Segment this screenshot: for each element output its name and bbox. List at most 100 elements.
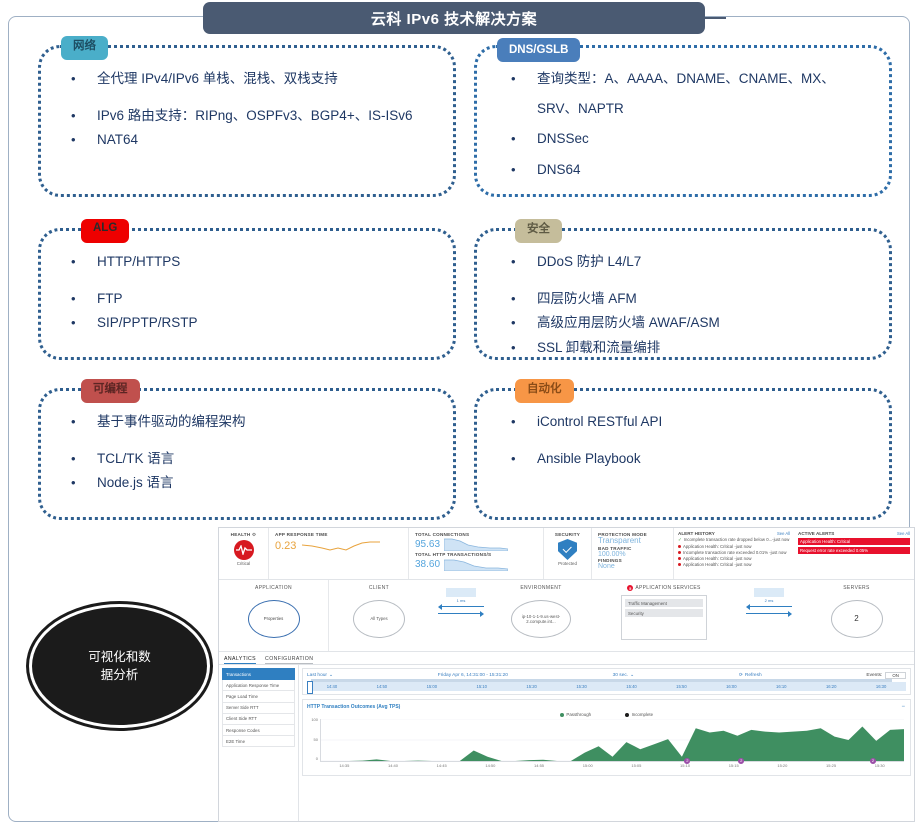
- list-item: • IPv6 路由支持：RIPng、OSPFv3、BGP4+、IS-ISv6: [71, 108, 413, 124]
- environment-column: ENVIRONMENT ip-10-1-1-9.us-west-2.comput…: [493, 580, 589, 651]
- event-marker[interactable]: 2: [738, 757, 745, 764]
- status-badge[interactable]: Request error rate exceeded 0.05%: [798, 546, 910, 554]
- app-response-label: APP RESPONSE TIME: [275, 532, 328, 537]
- client-latency-label: 1 ms: [456, 598, 466, 603]
- list-item: Application Health: Critical -just now: [678, 544, 790, 549]
- sidebar-item-e2e-time[interactable]: E2E Time: [222, 736, 295, 748]
- chart-legend: Passthrough Incomplete: [307, 712, 906, 717]
- visualization-badge-label: 可视化和数 据分析: [88, 649, 151, 682]
- range-selector[interactable]: Last hour ⌄: [307, 673, 333, 678]
- bullet-dot: •: [71, 254, 76, 269]
- bullet-dot: •: [511, 71, 516, 86]
- health-status: Critical: [236, 561, 251, 566]
- events-toggle[interactable]: Events: ON: [866, 672, 906, 679]
- box-programmability: 可编程 • 基于事件驱动的编程架构 • TCL/TK 语言 • Node.js 语言: [38, 379, 456, 520]
- list-item: • 查询类型：A、AAAA、DNAME、CNAME、MX、: [511, 71, 835, 86]
- x-tick: 15:05: [631, 763, 642, 768]
- security-label: SECURITY: [554, 532, 581, 537]
- bullet-dot: •: [511, 414, 516, 429]
- y-tick: 0: [315, 756, 318, 761]
- x-tick: 15:30: [874, 763, 885, 768]
- status-badge[interactable]: Application Health: Critical: [798, 537, 910, 545]
- timeline-handle[interactable]: [307, 681, 313, 694]
- outbound-arrow-icon: [438, 610, 484, 617]
- timeline-tick: 15:20: [526, 684, 537, 689]
- sidebar-item-response-codes[interactable]: Response Codes: [222, 724, 295, 737]
- interval-selector[interactable]: 30 sec. ⌄: [613, 673, 635, 678]
- timeline-tick: 15:10: [476, 684, 487, 689]
- list-item: • Node.js 语言: [71, 475, 174, 491]
- timeline-tick: 15:00: [426, 684, 438, 689]
- legend-swatch: [559, 712, 564, 717]
- timeline-tick: 15:40: [626, 684, 637, 689]
- box-alg-header: ALG: [81, 219, 130, 243]
- tab-analytics[interactable]: ANALYTICS: [224, 656, 257, 664]
- app-response-sparkline: [302, 541, 381, 551]
- bullet-dot: •: [511, 339, 516, 355]
- timeline-selection[interactable]: [311, 679, 893, 682]
- alert-dot-icon: [678, 557, 681, 561]
- box-network-header: 网络: [61, 36, 108, 60]
- alert-dot-icon: [678, 550, 681, 554]
- x-tick: 14:35: [339, 763, 350, 768]
- traffic-flow-row: APPLICATION Properties CLIENT All Types …: [219, 580, 914, 652]
- timeline-tick: 16:20: [825, 684, 837, 689]
- bullet-dot: •: [511, 254, 516, 269]
- application-services-title: APPLICATION SERVICES: [635, 585, 701, 591]
- bullet-dot: •: [511, 315, 516, 331]
- bullet-dot: •: [71, 451, 76, 467]
- http-sparkline: [444, 559, 509, 571]
- timeline-tick: 16:30: [875, 684, 887, 689]
- sidebar-item-page-load-time[interactable]: Page Load Time: [222, 691, 295, 703]
- list-item: • DNSSec: [511, 131, 589, 147]
- list-item: • SSL 卸载和流量编排: [511, 339, 661, 355]
- environment-node[interactable]: ip-10-1-1-9.us-west-2.compute.int...: [511, 600, 571, 638]
- event-marker[interactable]: 2: [684, 757, 691, 764]
- x-tick: 14:45: [436, 763, 447, 768]
- protection-mode-label: PROTECTION MODE: [598, 532, 647, 537]
- list-item: Application Health: Critical -just now: [678, 562, 790, 567]
- service-item-traffic-management[interactable]: Traffic Management: [625, 599, 703, 608]
- active-alerts-see-all[interactable]: See All: [896, 531, 910, 536]
- legend-item-incomplete[interactable]: Incomplete: [625, 712, 653, 717]
- application-properties-node[interactable]: Properties: [247, 600, 300, 638]
- event-marker[interactable]: 2: [870, 757, 877, 764]
- total-http-value: 38.60: [415, 558, 441, 570]
- box-security: 安全 • DDoS 防护 L4/L7 • 四层防火墙 AFM • 高级应用层防火墙 A…: [474, 219, 892, 360]
- legend-item-passthrough[interactable]: Passthrough: [559, 712, 591, 717]
- list-item: • TCL/TK 语言: [71, 451, 175, 467]
- client-title: CLIENT: [368, 585, 390, 591]
- sidebar-item-transactions[interactable]: Transactions: [222, 668, 295, 681]
- app-response-kpi: APP RESPONSE TIME 0.23: [269, 528, 409, 579]
- environment-title: ENVIRONMENT: [520, 585, 562, 591]
- sidebar-item-server-side-rtt[interactable]: Server Side RTT: [222, 702, 295, 714]
- health-heartbeat-icon: [233, 540, 254, 560]
- services-latency-sparkline: [754, 588, 784, 597]
- list-item: • 四层防火墙 AFM: [511, 291, 637, 307]
- http-transaction-outcomes-chart: HTTP Transaction Outcomes (Avg TPS) − Pa…: [302, 699, 911, 776]
- servers-title: SERVERS: [843, 585, 870, 591]
- x-tick: 14:40: [388, 763, 399, 768]
- security-status: Protected: [558, 561, 577, 566]
- box-security-header: 安全: [515, 219, 562, 243]
- sidebar-item-client-side-rtt[interactable]: Client Side RTT: [222, 713, 295, 725]
- collapse-icon[interactable]: −: [901, 704, 905, 710]
- bullet-dot: •: [71, 291, 76, 307]
- tab-configuration[interactable]: CONFIGURATION: [265, 656, 314, 664]
- timeline-tick: 14:40: [326, 684, 338, 689]
- refresh-button[interactable]: ⟳ Refresh: [739, 673, 762, 678]
- client-latency-sparkline: [446, 588, 476, 597]
- list-item: • HTTP/HTTPS: [71, 254, 181, 269]
- sidebar-item-application-response-time[interactable]: Application Response Time: [222, 680, 295, 692]
- servers-count-node[interactable]: 2: [830, 600, 883, 638]
- timeline-scrubber[interactable]: 14:40 14:50 15:00 15:10 15:20 15:30 15:4…: [307, 679, 906, 694]
- alert-history-see-all[interactable]: See All: [776, 531, 790, 536]
- services-latency-label: 2 ms: [764, 598, 774, 603]
- list-item: Application Health: Critical -just now: [678, 556, 790, 561]
- client-latency-column: 1 ms: [429, 580, 493, 651]
- service-item-security[interactable]: Security: [625, 609, 703, 618]
- client-node[interactable]: All Types: [353, 600, 405, 638]
- list-item: • DDoS 防护 L4/L7: [511, 254, 642, 269]
- bullet-dot: •: [71, 132, 76, 148]
- box-dns-gslb: DNS/GSLB •查询类型：A、AAAA、DNAME、CNAME、MX、 •S…: [474, 38, 892, 197]
